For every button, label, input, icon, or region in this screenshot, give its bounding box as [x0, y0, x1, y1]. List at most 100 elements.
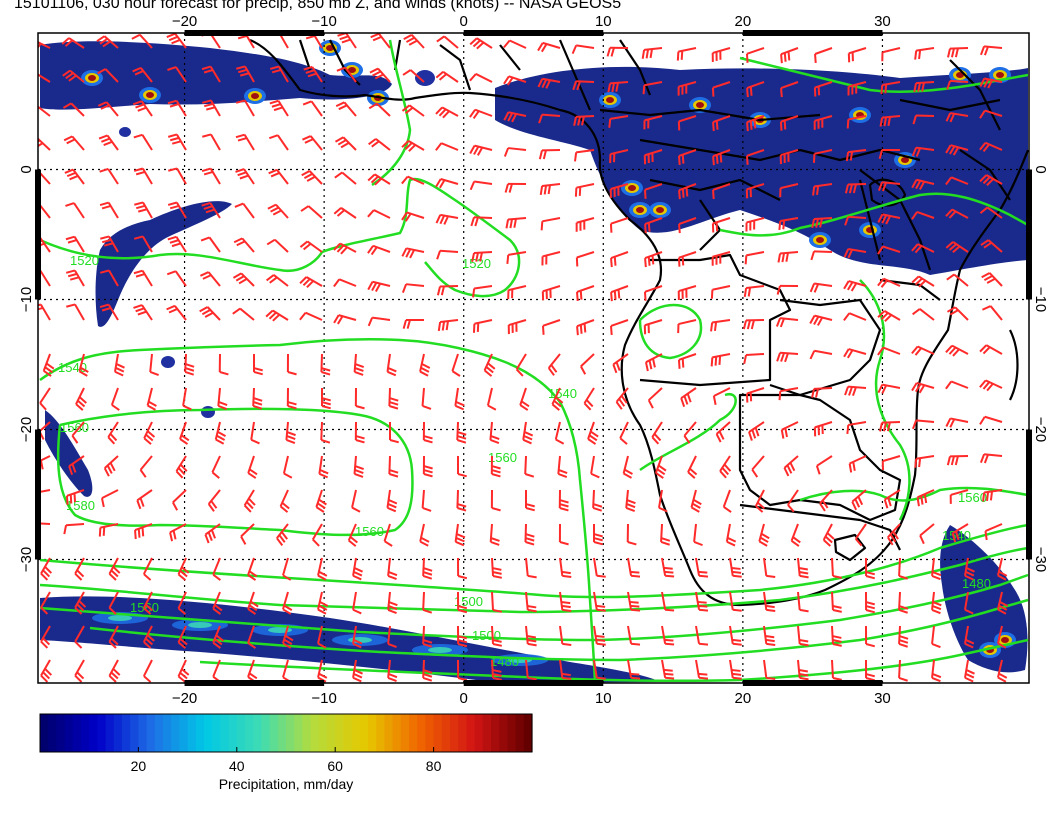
wind-barb [945, 241, 969, 254]
wind-barb [722, 489, 732, 513]
wind-barb [207, 489, 221, 512]
wind-barb [457, 625, 468, 648]
wind-barb [979, 344, 1003, 355]
wind-barb [367, 316, 391, 327]
wind-barb [979, 109, 1003, 119]
colorbar-swatch [515, 714, 525, 752]
colorbar-swatch [327, 714, 336, 752]
wind-barb [235, 99, 255, 117]
colorbar-swatch [466, 714, 476, 752]
wind-barb [610, 251, 629, 268]
wind-barb [146, 387, 157, 411]
wind-barb [541, 251, 561, 266]
wind-barb [695, 659, 709, 680]
wind-barb [71, 421, 85, 444]
wind-barb [677, 81, 697, 96]
wind-barb [644, 217, 663, 234]
wind-barb [547, 353, 561, 376]
wind-barb [742, 319, 765, 330]
wind-barb [299, 311, 323, 321]
wind-barb [878, 149, 901, 159]
wind-barb [131, 33, 153, 49]
wind-barb [247, 557, 258, 581]
wind-barb [693, 523, 703, 547]
wind-barb [282, 557, 292, 581]
wind-barb [97, 101, 119, 117]
wind-barb [383, 523, 393, 547]
wind-barb [98, 523, 119, 537]
map-frame [35, 30, 1032, 686]
wind-barb [421, 387, 432, 410]
colorbar-tick-label: 80 [425, 758, 442, 774]
wind-barb [491, 591, 503, 613]
wind-barb [491, 659, 503, 681]
wind-barb [843, 280, 867, 292]
wind-barb [503, 147, 527, 157]
wind-barb [436, 285, 459, 296]
wind-barb [78, 353, 89, 377]
wind-barb [302, 135, 323, 151]
wind-barb [367, 209, 391, 219]
wind-barb [615, 387, 629, 410]
wind-barb [913, 81, 935, 93]
wind-barb [878, 421, 901, 432]
wind-barb [491, 625, 503, 647]
wind-barb [402, 69, 425, 83]
wind-barb [831, 625, 842, 647]
colorbar-swatch [195, 714, 205, 752]
wind-barb [945, 144, 969, 156]
wind-barb [286, 387, 297, 410]
wind-barb [303, 65, 323, 83]
wind-barb [776, 284, 799, 295]
wind-barb [982, 305, 1003, 321]
wind-barb [946, 306, 969, 321]
wind-barb [776, 351, 799, 363]
wind-barb [719, 455, 732, 479]
wind-barb [63, 523, 85, 535]
wind-barb [538, 113, 561, 124]
wind-barb [865, 591, 876, 614]
wind-barb [847, 47, 867, 63]
precip-core [1001, 637, 1009, 643]
wind-barb [609, 183, 629, 199]
wind-barb [132, 100, 153, 117]
wind-barb [401, 283, 425, 293]
colorbar-swatch [179, 714, 189, 752]
wind-barb [233, 237, 255, 253]
wind-barb [136, 489, 153, 510]
wind-barb [352, 557, 363, 581]
wind-barb [754, 489, 766, 513]
wind-barb [300, 205, 323, 219]
wind-barb [558, 523, 569, 546]
wind-barb [184, 353, 195, 376]
wind-barb [677, 319, 697, 334]
wind-barb [607, 81, 629, 93]
wind-barb [779, 183, 799, 198]
contour-line [371, 39, 412, 187]
wind-barb [627, 591, 641, 612]
wind-barb [982, 489, 1003, 502]
contour-line [39, 573, 1029, 642]
wind-barb [710, 285, 731, 299]
wind-barb [525, 659, 537, 681]
precip-region-central-africa [495, 66, 1028, 276]
contour-line [739, 56, 1029, 93]
wind-barb [267, 203, 289, 219]
wind-barb [931, 659, 942, 683]
colorbar-tick-label: 60 [327, 758, 343, 774]
wind-barb [100, 235, 119, 253]
wind-barb [166, 33, 187, 49]
contour-line [199, 638, 1029, 683]
wind-barb [729, 659, 742, 680]
lake-outline [868, 178, 907, 207]
wind-barb [751, 455, 765, 478]
wind-barb [979, 453, 1003, 464]
wind-barb [65, 489, 85, 505]
wind-barb [177, 659, 190, 683]
wind-barb [911, 210, 935, 220]
lat-label-right: 0 [1032, 165, 1049, 173]
wind-barb [763, 591, 776, 613]
wind-barb [592, 523, 603, 546]
wind-barb [844, 183, 867, 194]
